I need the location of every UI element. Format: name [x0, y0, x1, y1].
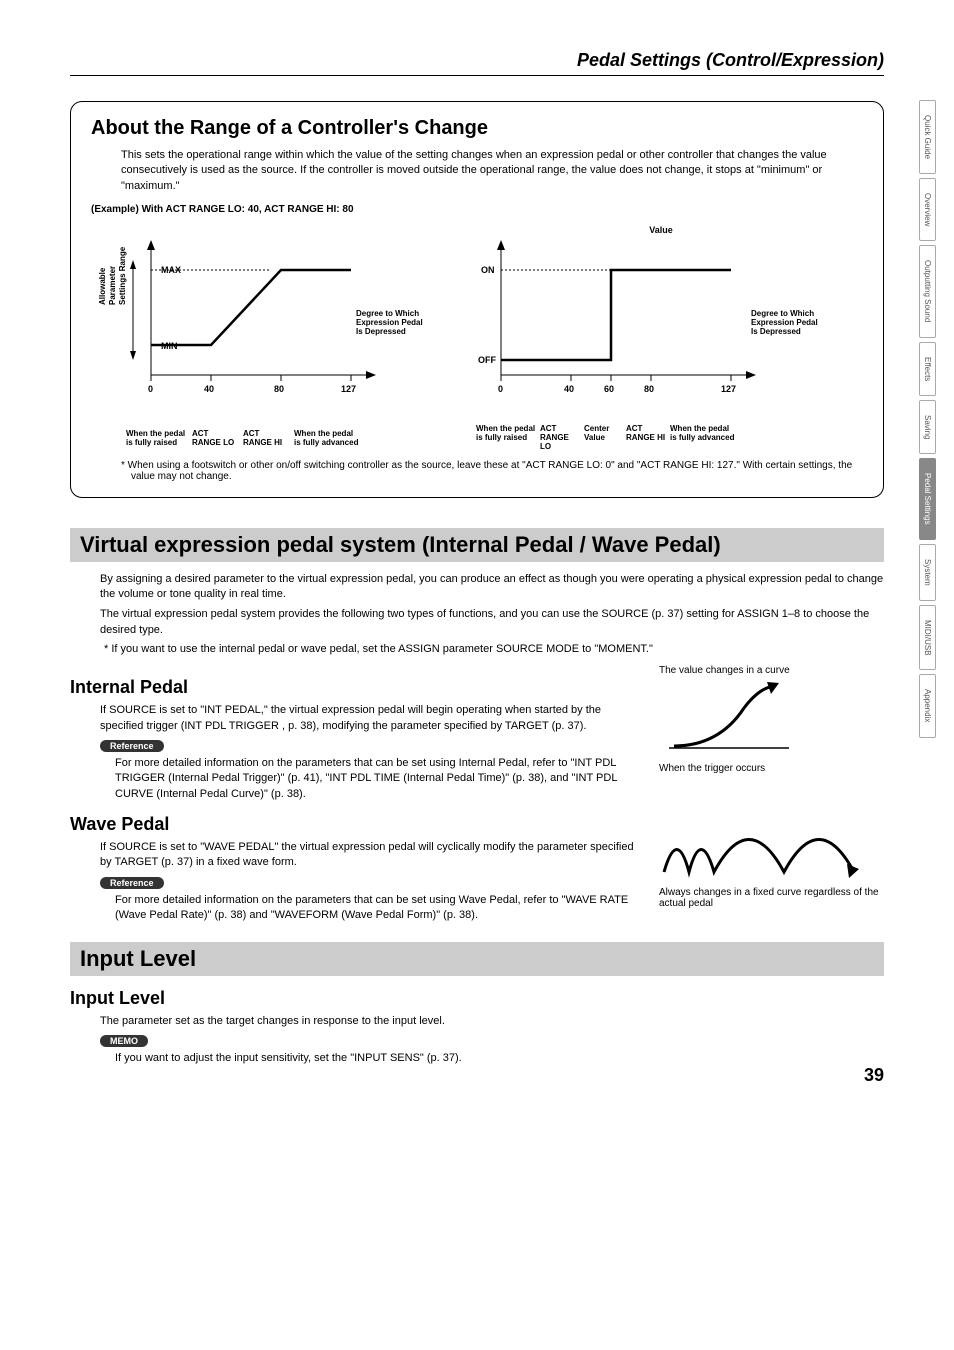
box-body: This sets the operational range within w… — [91, 148, 863, 194]
internal-curve-bot: When the trigger occurs — [659, 763, 884, 774]
chart1-tick2: 80 — [274, 384, 284, 394]
memo-pill: MEMO — [100, 1035, 148, 1047]
wave-curve-svg — [659, 822, 869, 882]
inputlevel-body: The parameter set as the target changes … — [70, 1014, 884, 1029]
tab-saving[interactable]: Saving — [919, 400, 936, 454]
chart2-below0: When the pedal is fully raised — [476, 425, 538, 451]
inputlevel-head: Input Level — [70, 988, 884, 1009]
chart1-max: MAX — [161, 265, 181, 275]
tab-effects[interactable]: Effects — [919, 342, 936, 396]
chart2-note: Degree to Which Expression Pedal Is Depr… — [751, 310, 821, 336]
chart1-side2: Parameter — [108, 266, 117, 305]
wave-head: Wave Pedal — [70, 814, 639, 835]
chart1-tick1: 40 — [204, 384, 214, 394]
chart-range-linear: MAX MIN 0 40 80 127 Allowable Parameter … — [91, 225, 441, 451]
internal-curve-svg — [659, 678, 799, 758]
chart2-tick3: 80 — [644, 384, 654, 394]
chart2-below3: ACT RANGE HI — [626, 425, 668, 451]
wave-ref-pill: Reference — [100, 877, 164, 889]
chart2-on: ON — [481, 265, 495, 275]
internal-ref-pill: Reference — [100, 740, 164, 752]
chart2-title: Value — [501, 225, 821, 235]
tab-pedal-settings[interactable]: Pedal Settings — [919, 458, 936, 540]
tab-overview[interactable]: Overview — [919, 178, 936, 241]
chart1-side1: Allowable — [98, 267, 107, 305]
chart1-below0: When the pedal is fully raised — [126, 430, 186, 448]
chart2-below2: Center Value — [584, 425, 624, 451]
vexp-bar: Virtual expression pedal system (Interna… — [70, 528, 884, 562]
chart1-tick0: 0 — [148, 384, 153, 394]
vexp-p1: By assigning a desired parameter to the … — [70, 572, 884, 603]
box-footnote: * When using a footswitch or other on/of… — [91, 460, 863, 482]
tab-outputting-sound[interactable]: Outputting Sound — [919, 245, 936, 337]
page-number: 39 — [864, 1065, 884, 1086]
tab-quick-guide[interactable]: Quick Guide — [919, 100, 936, 174]
chart1-below3: When the pedal is fully advanced — [294, 430, 359, 448]
wave-body: If SOURCE is set to "WAVE PEDAL" the vir… — [70, 840, 639, 871]
chart1-side3: Settings Range — [118, 246, 127, 305]
chart1-note: Degree to Which Expression Pedal Is Depr… — [356, 310, 426, 336]
inputlevel-bar: Input Level — [70, 942, 884, 976]
side-tabs: Quick Guide Overview Outputting Sound Ef… — [919, 100, 936, 738]
internal-ref-body: For more detailed information on the par… — [70, 756, 639, 802]
chart1-below2: ACT RANGE HI — [243, 430, 288, 448]
page-header: Pedal Settings (Control/Expression) — [70, 50, 884, 76]
controller-range-box: About the Range of a Controller's Change… — [70, 101, 884, 498]
tab-midi-usb[interactable]: MIDI/USB — [919, 605, 936, 671]
chart2-below1: ACT RANGE LO — [540, 425, 582, 451]
internal-head: Internal Pedal — [70, 677, 639, 698]
vexp-note: * If you want to use the internal pedal … — [70, 643, 884, 655]
example-label: (Example) With ACT RANGE LO: 40, ACT RAN… — [91, 204, 863, 215]
tab-appendix[interactable]: Appendix — [919, 674, 936, 737]
chart-range-switch: Value ON OFF 0 — [461, 225, 821, 451]
vexp-p2: The virtual expression pedal system prov… — [70, 607, 884, 638]
chart2-tick2: 60 — [604, 384, 614, 394]
chart2-off: OFF — [478, 355, 496, 365]
chart1-below1: ACT RANGE LO — [192, 430, 237, 448]
tab-system[interactable]: System — [919, 544, 936, 601]
internal-curve-top: The value changes in a curve — [659, 665, 884, 676]
chart2-tick0: 0 — [498, 384, 503, 394]
internal-body: If SOURCE is set to "INT PEDAL," the vir… — [70, 703, 639, 734]
memo-body: If you want to adjust the input sensitiv… — [70, 1051, 884, 1066]
chart2-below4: When the pedal is fully advanced — [670, 425, 735, 451]
box-title: About the Range of a Controller's Change — [91, 117, 863, 140]
wave-curve-bot: Always changes in a fixed curve regardle… — [659, 887, 884, 909]
chart1-tick3: 127 — [341, 384, 356, 394]
wave-ref-body: For more detailed information on the par… — [70, 893, 639, 924]
chart2-tick4: 127 — [721, 384, 736, 394]
chart2-tick1: 40 — [564, 384, 574, 394]
